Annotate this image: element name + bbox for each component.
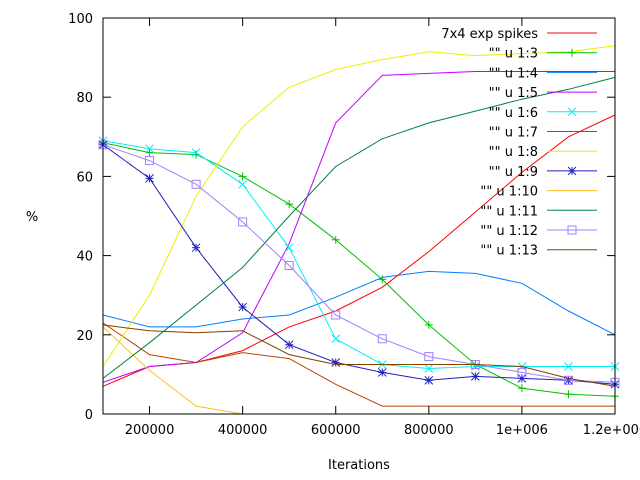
series-10-point-3 <box>238 217 248 227</box>
series-line-2 <box>102 270 616 336</box>
series-4-point-2 <box>191 148 201 157</box>
x-axis-label: Iterations <box>328 458 390 473</box>
series-7-point-9 <box>517 374 527 383</box>
legend-label-5: "" u 1:7 <box>489 126 538 141</box>
series-7-point-5 <box>331 358 341 367</box>
series-4-point-7 <box>424 364 434 373</box>
series-7-point-8 <box>471 372 480 381</box>
series-layer <box>98 45 620 415</box>
x-tick-label-0: 200000 <box>125 423 175 438</box>
series-7-point-4 <box>284 340 294 350</box>
legend-label-8: "" u 1:10 <box>480 185 538 200</box>
y-tick-label-3: 60 <box>76 170 93 185</box>
y-tick-label-1: 20 <box>76 329 93 344</box>
y-tick-label-5: 100 <box>68 12 93 27</box>
series-line-9 <box>102 76 616 379</box>
series-4-point-4 <box>284 243 294 253</box>
series-1-point-3 <box>238 172 247 181</box>
y-tick-label-4: 80 <box>76 91 93 106</box>
series-7-point-7 <box>424 375 434 385</box>
series-1-point-6 <box>378 275 387 284</box>
legend-label-0: 7x4 exp spikes <box>441 27 538 42</box>
series-1-point-5 <box>331 235 340 244</box>
series-10-point-5 <box>331 310 341 320</box>
legend-label-4: "" u 1:6 <box>489 106 538 121</box>
legend-label-1: "" u 1:3 <box>489 47 538 62</box>
y-tick-label-0: 0 <box>85 408 93 423</box>
legend-label-11: "" u 1:13 <box>480 244 538 259</box>
series-1-point-4 <box>285 200 294 209</box>
series-line-7 <box>102 144 616 385</box>
legend-label-7: "" u 1:9 <box>489 165 538 180</box>
series-4-point-5 <box>331 334 341 344</box>
series-1-point-10 <box>564 390 573 399</box>
plot-frame <box>102 17 616 415</box>
y-tick-label-2: 40 <box>76 250 93 265</box>
series-line-3 <box>102 71 615 383</box>
series-line-5 <box>102 322 615 407</box>
legend-label-2: "" u 1:4 <box>489 66 538 81</box>
legend-marker-1 <box>568 48 576 57</box>
series-line-10 <box>102 144 616 383</box>
legend-label-3: "" u 1:5 <box>489 86 538 101</box>
series-10-point-6 <box>377 334 387 344</box>
x-tick-label-2: 600000 <box>311 423 361 438</box>
x-tick-label-1: 400000 <box>218 423 268 438</box>
series-1-point-1 <box>145 148 154 157</box>
series-4-point-10 <box>564 362 573 371</box>
series-7-point-3 <box>238 302 247 312</box>
series-line-4 <box>102 140 615 370</box>
series-10-point-9 <box>517 367 527 377</box>
series-line-6 <box>102 45 616 367</box>
series-4-point-3 <box>238 179 247 189</box>
x-tick-label-4: 1e+006 <box>496 423 548 438</box>
y-axis-label: % <box>26 210 38 225</box>
series-7-point-2 <box>191 243 201 253</box>
series-4-point-1 <box>145 144 154 154</box>
x-tick-label-3: 800000 <box>404 423 454 438</box>
series-10-point-4 <box>284 261 294 270</box>
series-1-point-7 <box>424 320 433 329</box>
series-10-point-10 <box>563 375 573 385</box>
legend-marker-10 <box>567 225 577 235</box>
legend-label-10: "" u 1:12 <box>480 224 538 239</box>
legend-label-9: "" u 1:11 <box>480 204 538 219</box>
series-10-point-1 <box>145 156 155 166</box>
x-tick-label-5: 1.2e+006 <box>583 423 640 438</box>
legend-label-6: "" u 1:8 <box>489 145 538 160</box>
series-10-point-7 <box>424 352 434 362</box>
ticks-layer: 200000 400000 600000 800000 1e+006 1.2e+006 0 2… <box>68 12 640 438</box>
series-line-1 <box>102 142 616 397</box>
series-10-point-2 <box>191 179 201 189</box>
series-line-11 <box>102 324 616 387</box>
legend: 7x4 exp spikes "" u 1:3 "" u 1:4 "" u 1:5 ""… <box>441 27 597 259</box>
series-7-point-1 <box>145 174 154 183</box>
legend-marker-4 <box>567 107 577 117</box>
series-7-point-6 <box>377 368 387 377</box>
series-1-point-9 <box>517 384 526 393</box>
legend-marker-7 <box>567 166 577 176</box>
